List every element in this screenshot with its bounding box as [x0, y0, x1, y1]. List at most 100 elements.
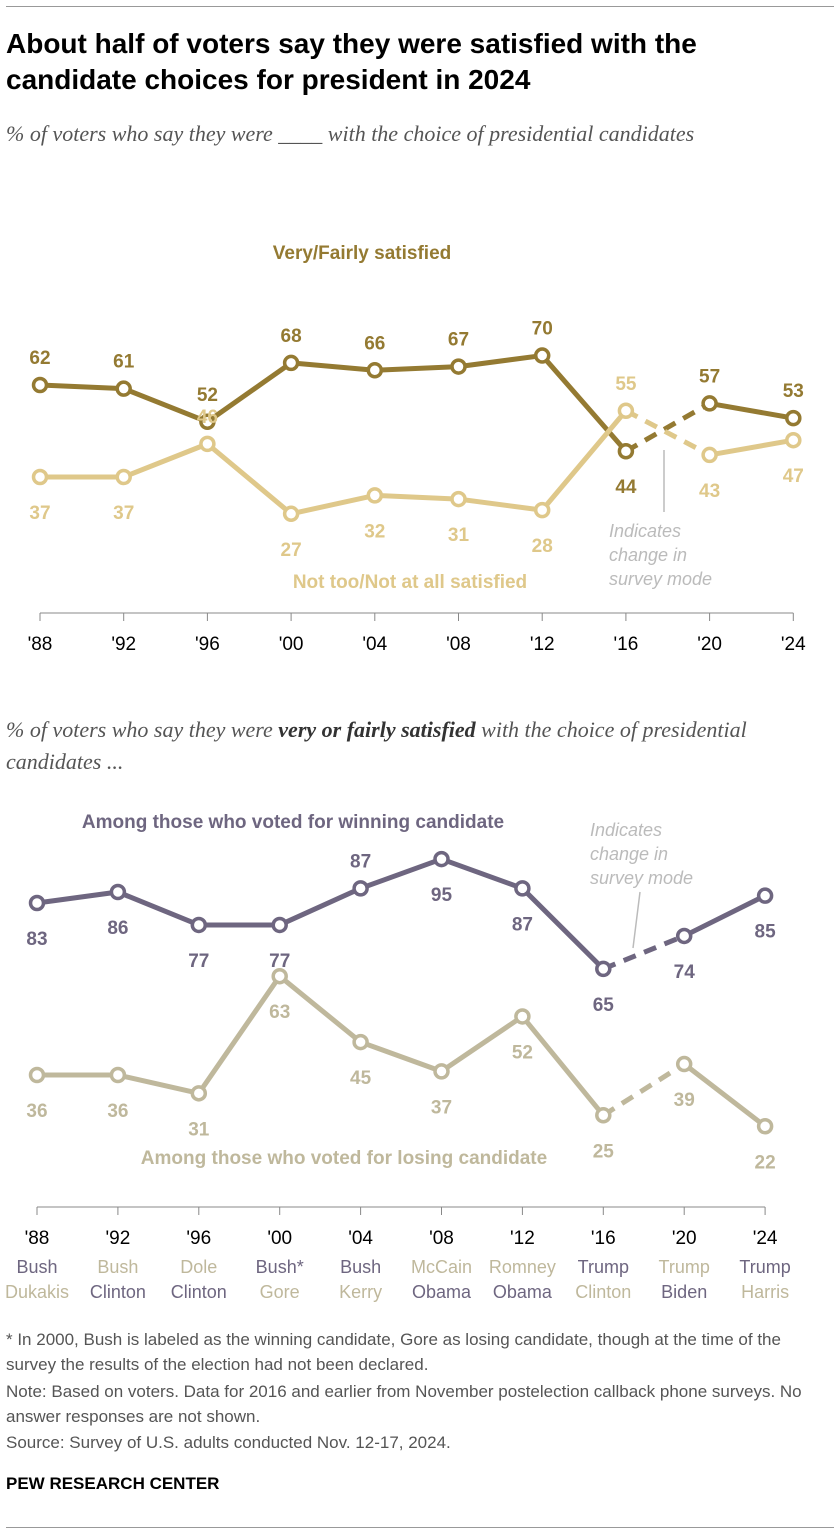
chart2-subtitle: % of voters who say they were very or fa… — [6, 714, 826, 778]
x-tick-label: '92 — [111, 634, 136, 655]
data-label: 77 — [269, 951, 290, 972]
data-label: 61 — [113, 352, 135, 373]
data-label: 68 — [281, 326, 302, 347]
annotation-leader — [632, 891, 641, 949]
footnote-source: Source: Survey of U.S. adults conducted … — [6, 1433, 451, 1452]
data-label: 22 — [755, 1152, 776, 1173]
series-line — [39, 353, 628, 453]
series-line — [682, 1062, 767, 1129]
data-label: 52 — [512, 1042, 533, 1063]
x-tick-label: '16 — [591, 1228, 616, 1249]
data-label: 44 — [615, 477, 637, 498]
data-label: 74 — [674, 962, 696, 983]
data-point — [199, 413, 216, 431]
chart1-subtitle: % of voters who say they were ____ with … — [6, 121, 695, 146]
data-label: 87 — [350, 851, 371, 872]
x-tick-label: '04 — [362, 634, 387, 655]
annotation-line: change in — [590, 844, 668, 864]
data-label: 37 — [29, 503, 50, 524]
data-point — [514, 1008, 531, 1025]
candidate-bottom: Dukakis — [5, 1282, 69, 1302]
data-label: 57 — [699, 366, 720, 387]
data-point — [450, 490, 467, 508]
data-label: 25 — [593, 1141, 615, 1162]
candidate-bottom: Clinton — [90, 1282, 146, 1302]
data-point — [756, 887, 774, 904]
data-point — [366, 362, 384, 379]
candidate-top: McCain — [411, 1257, 472, 1277]
x-tick-label: '24 — [753, 1228, 778, 1249]
data-label: 63 — [269, 1002, 290, 1023]
chart2-svg: '88 '92 '96 '00 '04 '08 '12 '16 '20 '24 83 86 77 77 87… — [5, 812, 791, 1302]
x-tick-label: '00 — [267, 1228, 292, 1249]
data-point — [433, 850, 450, 868]
data-label: 87 — [512, 914, 533, 935]
series-label: Among those who voted for winning candid… — [82, 812, 504, 833]
data-point — [617, 442, 635, 460]
candidate-bottom: Gore — [260, 1282, 300, 1302]
data-label: 45 — [350, 1068, 372, 1089]
top-rule — [6, 6, 834, 7]
data-point — [190, 916, 208, 934]
annotation-line: survey mode — [590, 868, 693, 888]
subtitle-part: % of voters who say they were — [6, 717, 279, 742]
data-label: 53 — [783, 381, 804, 402]
data-point — [675, 927, 693, 945]
series-line — [709, 400, 794, 421]
chart1-svg: '88 '92 '96 '00 '04 '08 '12 '16 '20 '24 62 61 52 68 66… — [28, 243, 806, 655]
data-label: 28 — [532, 536, 553, 557]
series-label: Very/Fairly satisfied — [273, 243, 452, 264]
x-tick-label: '12 — [510, 1228, 535, 1249]
x-tick-label: '04 — [348, 1228, 373, 1249]
data-point — [282, 354, 300, 372]
data-point — [617, 402, 635, 420]
pew-logo: PEW RESEARCH CENTER — [6, 1474, 220, 1493]
data-label: 77 — [188, 951, 209, 972]
data-point — [533, 347, 551, 364]
data-point — [31, 468, 49, 486]
candidate-bottom: Obama — [493, 1282, 553, 1302]
data-label: 55 — [615, 374, 637, 395]
candidate-bottom: Kerry — [339, 1282, 382, 1302]
candidate-top: Bush — [340, 1257, 381, 1277]
candidate-top: Trump — [578, 1257, 629, 1277]
data-label: 85 — [755, 922, 777, 943]
candidate-bottom: Biden — [661, 1282, 707, 1302]
series-line — [709, 437, 794, 458]
candidate-top: Bush* — [256, 1257, 304, 1277]
data-point — [352, 1033, 369, 1051]
x-tick-label: '00 — [279, 634, 304, 655]
data-label: 67 — [448, 330, 469, 351]
annotation-line: Indicates — [590, 820, 662, 840]
data-label: 31 — [188, 1119, 210, 1140]
data-label: 37 — [431, 1097, 452, 1118]
annotation-line: Indicates — [609, 521, 681, 541]
data-label: 86 — [107, 918, 128, 939]
data-point — [199, 435, 216, 453]
x-tick-label: '24 — [781, 634, 806, 655]
data-label: 39 — [674, 1090, 695, 1111]
data-point — [701, 395, 718, 412]
x-tick-label: '20 — [672, 1228, 697, 1249]
candidate-bottom: Harris — [741, 1282, 789, 1302]
x-tick-label: '20 — [697, 634, 722, 655]
data-label: 37 — [113, 503, 134, 524]
data-label: 46 — [197, 407, 218, 428]
subtitle-bold: very or fairly satisfied — [278, 717, 476, 742]
series-line — [40, 409, 628, 517]
data-label: 62 — [29, 348, 50, 369]
data-point — [785, 431, 802, 449]
candidate-bottom: Clinton — [575, 1282, 631, 1302]
data-label: 95 — [431, 885, 453, 906]
chart-title: About half of voters say they were satis… — [6, 28, 697, 95]
data-point — [701, 446, 718, 464]
candidate-top: Bush — [16, 1257, 57, 1277]
annotation-line: survey mode — [609, 569, 712, 589]
data-point — [595, 1107, 612, 1124]
data-label: 47 — [783, 466, 804, 487]
x-tick-label: '96 — [186, 1228, 211, 1249]
series-line — [683, 893, 767, 939]
footnote-asterisk: * In 2000, Bush is labeled as the winnin… — [6, 1330, 781, 1374]
x-tick-label: '16 — [614, 634, 639, 655]
